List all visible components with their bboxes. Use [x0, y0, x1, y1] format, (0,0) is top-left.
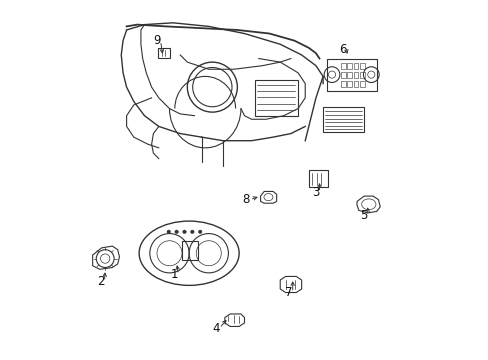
Bar: [182, 241, 198, 260]
Circle shape: [190, 230, 194, 234]
Bar: [353, 81, 358, 87]
Bar: [346, 72, 351, 78]
Bar: [353, 72, 358, 78]
Text: 9: 9: [153, 34, 161, 47]
Circle shape: [183, 230, 186, 234]
Bar: [326, 59, 376, 91]
Bar: [360, 72, 364, 78]
Text: 2: 2: [97, 275, 104, 288]
Text: 7: 7: [285, 286, 292, 299]
Bar: [323, 107, 364, 132]
Text: 3: 3: [312, 186, 319, 199]
Circle shape: [175, 230, 178, 234]
Text: 1: 1: [171, 268, 178, 281]
Bar: [340, 72, 345, 78]
Text: 8: 8: [242, 193, 249, 206]
Text: 5: 5: [360, 209, 367, 222]
Bar: [360, 63, 364, 69]
Bar: [340, 81, 345, 87]
Text: 6: 6: [338, 43, 346, 56]
Bar: [360, 81, 364, 87]
Bar: [340, 63, 345, 69]
Text: 4: 4: [212, 322, 219, 335]
Bar: [255, 80, 298, 116]
Bar: [353, 63, 358, 69]
Circle shape: [166, 230, 170, 234]
Circle shape: [198, 230, 202, 234]
Bar: [346, 81, 351, 87]
Bar: [346, 63, 351, 69]
